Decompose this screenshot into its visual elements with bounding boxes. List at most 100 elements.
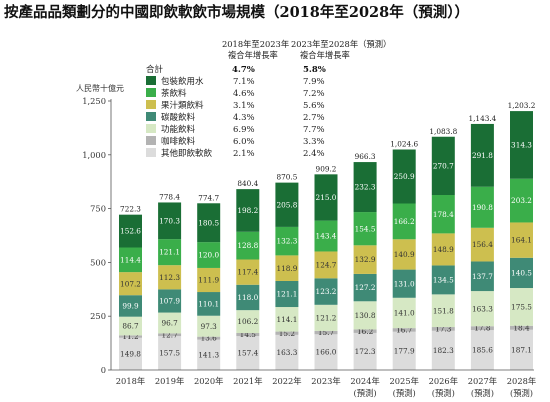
segment-value-label: 132.3 — [276, 237, 297, 246]
bar-segment — [275, 280, 299, 308]
bar-segment — [431, 294, 455, 328]
legend-cagr-2018-2023: 4.3% — [233, 113, 255, 123]
segment-value-label: 187.1 — [511, 345, 532, 354]
segment-value-label: 314.3 — [511, 141, 532, 150]
bar-segment — [275, 255, 299, 281]
segment-value-label: 140.5 — [511, 268, 532, 277]
segment-value-label: 118.9 — [276, 264, 297, 273]
segment-value-label: 152.6 — [120, 227, 141, 236]
bar-segment — [314, 220, 338, 252]
segment-value-label: 166.2 — [394, 217, 415, 226]
bar-segment — [158, 239, 182, 266]
segment-value-label: 141.3 — [198, 350, 219, 359]
legend-item-label: 果汁類飲料 — [161, 100, 204, 111]
segment-value-label: 178.4 — [433, 210, 454, 219]
segment-value-label: 172.3 — [355, 347, 376, 356]
bar-segment — [314, 278, 338, 305]
bar-segment — [158, 336, 182, 370]
bar-segment — [510, 288, 533, 326]
bar-segment — [275, 331, 299, 335]
segment-value-label: 270.7 — [433, 161, 454, 170]
bar-segment — [392, 331, 416, 370]
x-axis: 2018年 2019年 2020年 2021年 2022年 2023年 2024年 (預測) 2… — [111, 369, 536, 398]
segment-value-label: 180.5 — [198, 218, 219, 227]
bar-segment — [158, 265, 182, 290]
bar-segment — [510, 325, 533, 330]
segment-value-label: 163.3 — [276, 348, 297, 357]
legend-item-label: 包裝飲用水 — [161, 76, 204, 87]
cagr-header-col2-line2: 複合年增長率 — [300, 50, 350, 60]
legend-cagr-2023-2028: 2.7% — [303, 113, 325, 123]
bar-segment — [392, 203, 416, 240]
x-tick-label: (預測) — [471, 388, 494, 398]
bar-segment — [431, 265, 455, 295]
legend-cagr-2018-2023: 6.0% — [233, 137, 255, 147]
segment-value-label: 17.8 — [474, 324, 491, 333]
bar-segment — [314, 334, 338, 370]
bar-segment — [236, 231, 260, 260]
segment-value-label: 132.9 — [355, 255, 376, 264]
segment-value-label: 182.3 — [433, 346, 454, 355]
bar-segment — [470, 227, 494, 262]
segment-value-label: 107.9 — [159, 297, 180, 306]
segment-value-label: 250.9 — [394, 172, 415, 181]
segment-value-label: 131.0 — [394, 279, 415, 288]
legend-cagr-2023-2028: 5.6% — [303, 101, 325, 111]
legend-cagr-2018-2023: 7.1% — [233, 77, 255, 87]
y-tick-label: 250 — [90, 311, 106, 321]
segment-value-label: 157.4 — [237, 349, 258, 358]
segment-value-label: 128.8 — [237, 241, 258, 250]
legend-cagr-2023-2028: 2.4% — [303, 149, 325, 159]
segment-value-label: 16.7 — [396, 326, 413, 335]
segment-value-label: 17.3 — [435, 325, 452, 334]
x-tick-label: 2021年 — [233, 376, 262, 386]
bar-segment — [392, 239, 416, 270]
bar-total-label: 909.2 — [316, 164, 337, 173]
segment-value-label: 14.5 — [240, 330, 257, 339]
segment-value-label: 143.4 — [316, 232, 337, 241]
bar-segment — [236, 333, 260, 337]
segment-value-label: 190.8 — [472, 203, 493, 212]
bar-segment — [197, 336, 221, 340]
segment-value-label: 11.2 — [122, 332, 138, 341]
segment-value-label: 149.8 — [120, 349, 141, 358]
bar-segment — [470, 326, 494, 331]
legend-item-label: 其他即飲軟飲 — [161, 148, 213, 159]
bars: 149.8 11.286.7 99.9 107.2 114.4 152.6 722.3 157… — [119, 101, 535, 370]
y-tick-label: 500 — [90, 257, 106, 267]
legend-item-label: 咖啡飲料 — [161, 136, 196, 147]
x-tick-label: 2028年 — [507, 376, 536, 386]
bar-segment — [275, 226, 299, 256]
bar-segment — [353, 245, 377, 274]
bar-segment — [119, 272, 142, 296]
legend: 包裝飲用水 7.1% 7.9% 茶飲料 4.6% 7.2% 果汁類飲料 3.1% 5.6% 碳酸飲… — [146, 76, 325, 159]
x-tick-label: 2020年 — [194, 376, 223, 386]
y-tick-label: 1,250 — [82, 96, 106, 106]
bar-total-label: 722.3 — [120, 205, 141, 214]
segment-value-label: 140.9 — [394, 250, 415, 259]
legend-swatch — [146, 148, 156, 157]
segment-value-label: 130.8 — [355, 311, 376, 320]
bar-segment — [119, 335, 142, 338]
bar-segment — [353, 329, 377, 333]
legend-cagr-2018-2023: 3.1% — [233, 101, 255, 111]
bar-segment — [197, 203, 221, 243]
segment-value-label: 123.2 — [316, 287, 337, 296]
bar-segment — [119, 214, 142, 248]
segment-value-label: 164.1 — [511, 236, 532, 245]
bar-segment — [158, 202, 182, 240]
legend-total-cagr-2: 5.8% — [303, 65, 326, 75]
legend-swatch — [146, 136, 156, 145]
bar-segment — [392, 328, 416, 332]
bar-segment — [197, 315, 221, 337]
bar-segment — [236, 336, 260, 370]
y-tick-label: 0 — [101, 365, 106, 375]
bar-segment — [275, 334, 299, 370]
bar-total-label: 870.5 — [276, 173, 297, 182]
bar-segment — [236, 310, 260, 334]
segment-value-label: 291.8 — [472, 151, 493, 160]
segment-value-label: 137.7 — [472, 272, 493, 281]
x-tick-label: 2022年 — [272, 376, 301, 386]
segment-value-label: 166.0 — [316, 348, 337, 357]
segment-value-label: 18.4 — [513, 323, 530, 332]
